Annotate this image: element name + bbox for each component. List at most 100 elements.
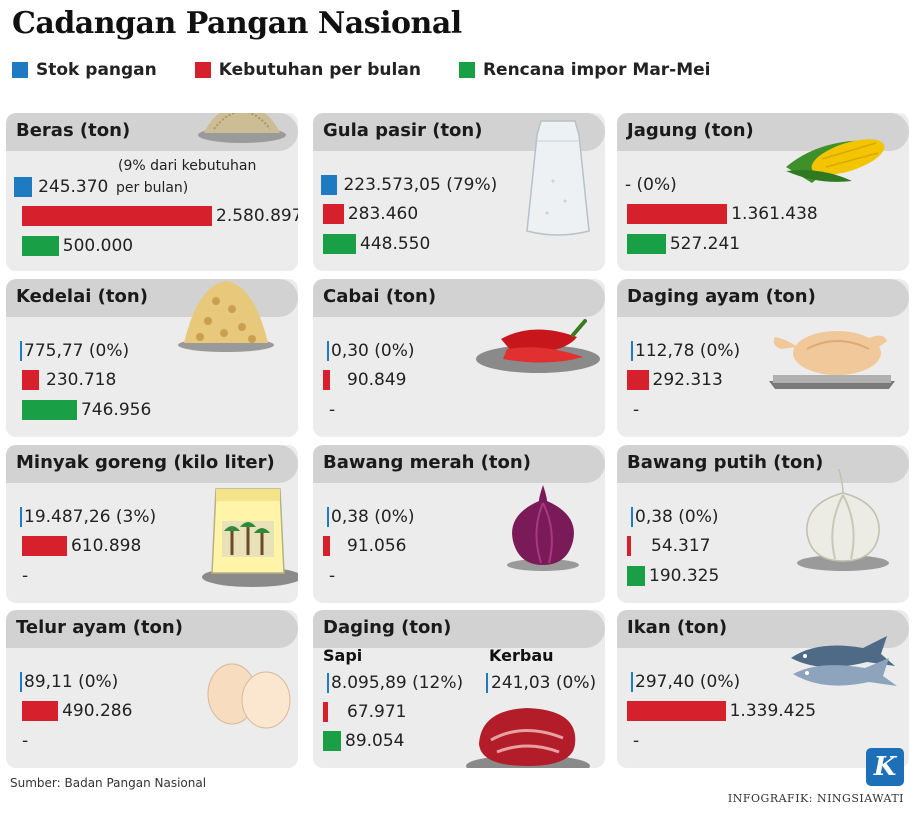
need-bar: [323, 536, 330, 556]
panel-card: Bawang putih (ton) 0,38 (0%) 54.317 190.325: [617, 445, 909, 603]
panel-card: Telur ayam (ton) 89,11 (0%) 490.286 -: [6, 610, 298, 768]
panel-card: Ikan (ton) 297,40 (0%) 1.339.425 -: [617, 610, 909, 768]
soybean-pile-icon: [178, 281, 274, 352]
panel-card: Jagung (ton) - (0%) 1.361.438 527.241: [617, 113, 909, 271]
egg-icon: [207, 663, 291, 729]
stock-value: - (0%): [625, 175, 677, 195]
stock-bar: [631, 341, 633, 361]
import-bar: [323, 234, 357, 254]
panel-title: Bawang merah (ton): [323, 452, 531, 473]
stock-bar: [327, 341, 329, 361]
stock-bar: [631, 672, 633, 692]
chicken-icon: [769, 331, 895, 389]
sugar-bag-icon: [526, 120, 590, 236]
kompas-logo-icon: K: [866, 748, 904, 786]
import-bar: [627, 234, 666, 254]
panel-header: Cabai (ton): [313, 279, 605, 317]
need-bar: [323, 370, 330, 390]
need-bar: [627, 204, 728, 224]
meat-icon: [466, 708, 590, 768]
import-value: -: [633, 731, 640, 751]
import-value: -: [329, 566, 336, 586]
need-value: 230.718: [46, 370, 117, 390]
panel-title: Kedelai (ton): [16, 286, 148, 307]
import-value: -: [22, 731, 29, 751]
panel-title: Minyak goreng (kilo liter): [16, 452, 275, 473]
legend-item-stock: Stok pangan: [12, 60, 157, 80]
need-bar: [22, 206, 212, 226]
legend-item-need: Kebutuhan per bulan: [194, 60, 421, 80]
need-value: 610.898: [70, 536, 142, 556]
shallot-icon: [507, 485, 579, 571]
stock-bar: [327, 673, 329, 693]
panel-card: Kedelai (ton) 775,77 (0%) 230.718 746.956: [6, 279, 298, 437]
need-bar: [627, 701, 726, 721]
panel-title: Telur ayam (ton): [16, 617, 183, 638]
panel-header: Telur ayam (ton): [6, 610, 298, 648]
panel-title: Bawang putih (ton): [627, 452, 824, 473]
panel-card: Bawang merah (ton) 0,38 (0%) 91.056-: [313, 445, 605, 603]
panel-title: Daging (ton): [323, 617, 452, 638]
stock-bar: [321, 175, 338, 195]
stock-bar: [14, 177, 33, 197]
panel-header: Daging (ton): [313, 610, 605, 648]
legend-swatch-need: [194, 62, 211, 78]
need-value: 91.056: [347, 536, 407, 556]
stock-value: 245.370: [38, 177, 109, 197]
import-value: -: [633, 400, 640, 420]
need-value: 490.286: [62, 701, 133, 721]
panel-title: Jagung (ton): [627, 120, 754, 141]
import-value: 448.550: [360, 234, 431, 254]
panel-header: Minyak goreng (kilo liter): [6, 445, 298, 483]
stock-value: 775,77 (0%): [24, 341, 130, 361]
import-value: 500.000: [62, 236, 134, 256]
stock-value: 19.487,26 (3%): [24, 507, 157, 527]
need-value: 90.849: [347, 370, 407, 390]
stock-value: 0,38 (0%): [635, 507, 719, 527]
stock-bar: [20, 341, 22, 361]
legend: Stok pangan Kebutuhan per bulan Rencana …: [12, 58, 711, 82]
legend-label-need: Kebutuhan per bulan: [218, 60, 421, 80]
import-value: 89.054: [345, 731, 405, 751]
need-value: 2.580.897: [216, 206, 298, 226]
import-value: 527.241: [669, 234, 741, 254]
source-note: Sumber: Badan Pangan Nasional: [10, 776, 207, 790]
panel-header: Bawang merah (ton): [313, 445, 605, 483]
stock-value-kerbau: 241,03 (0%): [491, 673, 597, 693]
need-value: 292.313: [652, 370, 723, 390]
sub-label-kerbau: Kerbau: [489, 646, 554, 665]
infographic-credit: INFOGRAFIK: NINGSIAWATI: [727, 792, 904, 805]
import-bar: [323, 731, 341, 751]
stock-bar: [631, 507, 633, 527]
need-bar: [323, 204, 344, 224]
stock-value: 0,30 (0%): [331, 341, 415, 361]
stock-value: 112,78 (0%): [635, 341, 741, 361]
panel-header: Ikan (ton): [617, 610, 909, 648]
need-value: 1.339.425: [729, 701, 817, 721]
import-bar: [627, 566, 645, 586]
panel-title: Ikan (ton): [627, 617, 728, 638]
legend-label-stock: Stok pangan: [36, 60, 157, 80]
import-value: 190.325: [649, 566, 720, 586]
panel-card: Minyak goreng (kilo liter) 19.487,26 (3%)…: [6, 445, 298, 603]
panel-card: Daging (ton) Sapi Kerbau 241,03 (0%) 8.095,8…: [313, 610, 605, 768]
stock-bar: [20, 672, 22, 692]
import-bar: [22, 400, 77, 420]
legend-swatch-stock: [12, 62, 28, 78]
need-value: 283.460: [347, 204, 419, 224]
import-value: -: [329, 400, 336, 420]
stock-value: 297,40 (0%): [635, 672, 741, 692]
need-bar: [22, 536, 67, 556]
legend-label-import: Rencana impor Mar-Mei: [482, 60, 711, 80]
panel-title: Beras (ton): [16, 120, 131, 141]
corn-icon: [786, 139, 885, 183]
need-bar: [627, 370, 649, 390]
cooking-oil-icon: [202, 488, 298, 587]
need-bar: [323, 702, 328, 722]
stock-value: 89,11 (0%): [24, 672, 119, 692]
panel-card: Daging ayam (ton) 112,78 (0%) 292.313-: [617, 279, 909, 437]
panel-card: Cabai (ton) 0,30 (0%) 90.849-: [313, 279, 605, 437]
panel-card: Gula pasir (ton) 223.573,05 (79%) 283.460 4…: [313, 113, 605, 271]
stock-value: 0,38 (0%): [331, 507, 415, 527]
panel-title: Daging ayam (ton): [627, 286, 816, 307]
